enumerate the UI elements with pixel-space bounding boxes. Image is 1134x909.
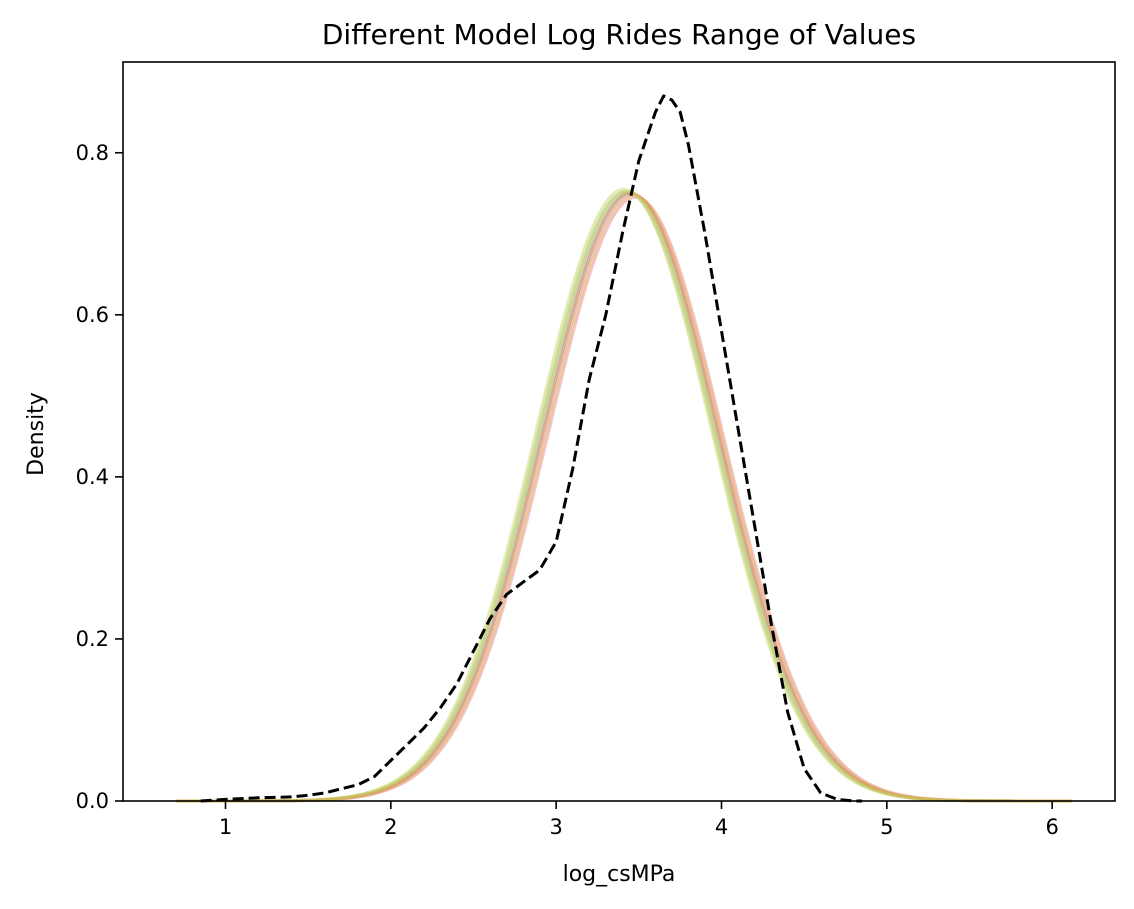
model-density-line-5 (175, 187, 1072, 803)
y-tick-label: 0.8 (76, 141, 109, 165)
x-tick-label: 4 (715, 815, 728, 839)
model-density-line-8 (175, 190, 1072, 803)
model-density-line-1 (175, 195, 1072, 803)
y-tick-label: 0.0 (76, 789, 109, 813)
model-density-line-7 (175, 191, 1072, 803)
model-density-line-2 (175, 191, 1072, 803)
plot-frame (122, 61, 1116, 802)
model-density-line-6 (175, 194, 1072, 803)
density-curves (175, 187, 1072, 803)
x-tick-label: 3 (549, 815, 562, 839)
x-tick-label: 5 (880, 815, 893, 839)
reference-density-line (200, 94, 862, 803)
x-axis: 1 2 3 4 5 6 (219, 801, 1059, 839)
x-tick-label: 1 (219, 815, 232, 839)
y-tick-label: 0.6 (76, 303, 109, 327)
x-tick-label: 6 (1045, 815, 1058, 839)
x-axis-label: log_csMPa (563, 862, 676, 887)
y-axis: 0.0 0.2 0.4 0.6 0.8 (76, 141, 123, 813)
model-density-line-3 (175, 190, 1072, 803)
model-density-line-4 (175, 193, 1072, 803)
y-axis-label: Density (24, 392, 49, 476)
x-tick-label: 2 (384, 815, 397, 839)
y-tick-label: 0.4 (76, 465, 109, 489)
y-tick-label: 0.2 (76, 627, 109, 651)
chart-title: Different Model Log Rides Range of Value… (322, 18, 916, 51)
reference-curve (200, 94, 862, 803)
